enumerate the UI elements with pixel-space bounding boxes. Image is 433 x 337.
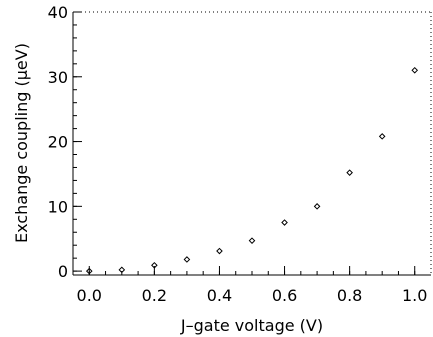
x-tick-label: 0.4 [207,286,232,305]
data-point [216,247,223,255]
y-axis-tick-labels: 0 10 20 30 40 [48,3,68,281]
data-point [378,133,386,140]
y-tick-label: 20 [48,133,68,152]
y-tick-label: 10 [48,197,68,216]
data-point [183,256,191,263]
data-point [248,237,256,244]
x-tick-label: 0.6 [272,286,297,305]
y-axis-ticks [73,11,82,272]
y-tick-label: 40 [48,3,68,22]
x-axis-label: J–gate voltage (V) [180,316,323,335]
plot-frame [72,11,432,276]
data-points [85,66,419,275]
x-tick-label: 1.0 [402,286,427,305]
data-point [151,261,158,269]
x-tick-label: 0.0 [77,286,102,305]
x-axis-ticks [88,266,416,275]
data-point [411,66,419,74]
x-axis-tick-labels: 0.0 0.2 0.4 0.6 0.8 1.0 [77,286,428,305]
data-point [118,266,126,274]
data-point [313,203,321,210]
x-tick-label: 0.8 [337,286,362,305]
data-point [85,267,93,275]
y-tick-label: 0 [58,262,68,281]
data-point [281,219,288,226]
y-axis-label: Exchange coupling (μeV) [12,43,31,243]
x-tick-label: 0.2 [142,286,167,305]
data-point [346,169,353,176]
y-tick-label: 30 [48,68,68,87]
